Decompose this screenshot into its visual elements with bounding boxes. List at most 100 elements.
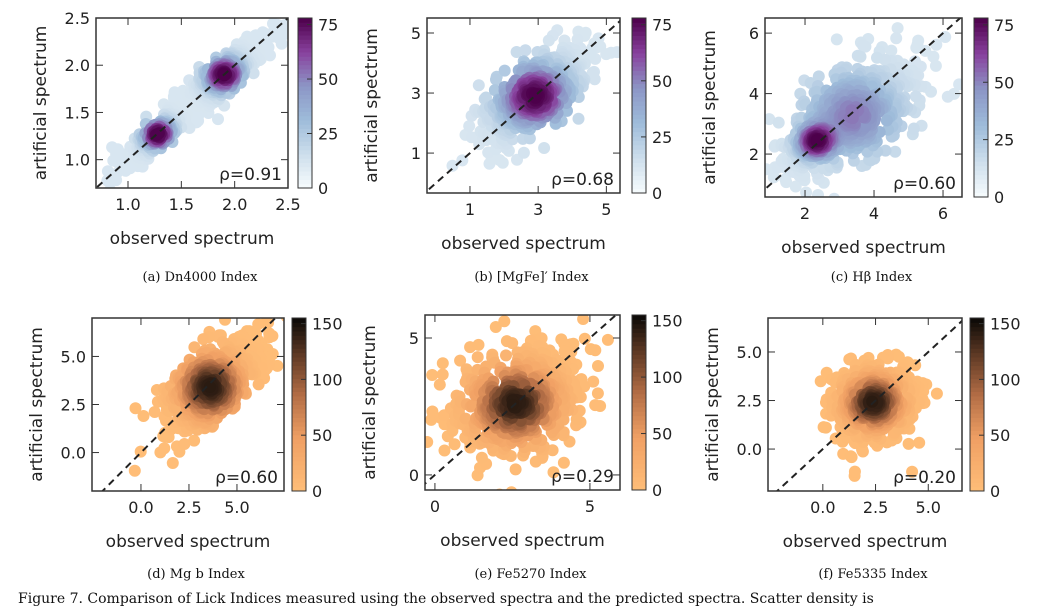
data-point xyxy=(287,18,288,23)
colorbar-segment xyxy=(632,450,646,456)
colorbar-segment xyxy=(632,363,646,368)
colorbar-segment xyxy=(292,421,306,427)
data-point xyxy=(866,395,879,408)
colorbar-segment xyxy=(292,339,306,345)
colorbar-segment xyxy=(632,158,646,163)
colorbar-segment xyxy=(298,18,312,23)
colorbar-frame xyxy=(631,314,647,491)
y-axis-label: artificial spectrum xyxy=(31,26,51,181)
colorbar: 0 50 100 150 xyxy=(631,312,683,500)
y-tick-label: 4 xyxy=(749,85,759,104)
colorbar-segment xyxy=(292,361,306,367)
colorbar-segment xyxy=(632,341,646,347)
colorbar-segment xyxy=(292,486,306,492)
data-point xyxy=(930,38,943,51)
identity-line xyxy=(425,315,618,486)
colorbar-segment xyxy=(298,81,312,87)
colorbar-segment xyxy=(632,424,646,430)
colorbar-segment xyxy=(292,426,306,431)
colorbar-segment xyxy=(292,482,306,488)
colorbar-segment xyxy=(970,404,984,410)
colorbar: 0 50 100 150 xyxy=(969,315,1021,501)
colorbar-tick-label: 75 xyxy=(318,16,338,35)
subcaption: (d) Mg b Index xyxy=(147,567,245,582)
colorbar-segment xyxy=(970,465,984,470)
colorbar-segment xyxy=(974,107,988,113)
colorbar-segment xyxy=(632,319,646,325)
colorbar-tick-label: 100 xyxy=(312,370,343,389)
data-point xyxy=(263,331,276,344)
colorbar-segment xyxy=(632,149,646,155)
colorbar-segment xyxy=(632,179,646,185)
y-tick-label: 2.5 xyxy=(65,9,90,28)
identity-line xyxy=(96,18,288,188)
y-tick-label: 1.5 xyxy=(65,103,90,122)
correlation-label: ρ=0.60 xyxy=(215,468,278,488)
data-point xyxy=(584,343,597,356)
colorbar-segment xyxy=(974,80,988,86)
data-point xyxy=(433,378,446,391)
colorbar-segment xyxy=(632,140,646,146)
colorbar-segment xyxy=(292,352,306,358)
colorbar-segment xyxy=(298,175,312,180)
scatter-points xyxy=(765,22,962,197)
x-axis-label: observed spectrum xyxy=(783,532,948,552)
data-point xyxy=(819,421,832,434)
x-tick-label: 1.5 xyxy=(169,195,194,214)
data-point xyxy=(812,70,825,83)
colorbar-segment xyxy=(632,428,646,434)
colorbar-segment xyxy=(974,62,988,68)
colorbar-segment xyxy=(970,369,984,375)
colorbar-segment xyxy=(632,358,646,364)
colorbar-segment xyxy=(292,400,306,405)
colorbar-segment xyxy=(298,166,312,172)
data-point xyxy=(425,436,434,448)
data-point xyxy=(490,73,502,86)
y-tick-label: 6 xyxy=(749,24,759,43)
y-tick-label: 1.0 xyxy=(65,151,90,170)
colorbar-segment xyxy=(632,336,646,342)
colorbar-segment xyxy=(632,44,646,50)
colorbar-segment xyxy=(970,400,984,405)
panel-b: 1 3 5 1 3 5 observed spectrum artificial spectr… xyxy=(362,16,672,285)
data-point xyxy=(892,350,905,363)
colorbar-segment xyxy=(974,165,988,171)
colorbar-tick-label: 0 xyxy=(652,481,662,500)
data-point xyxy=(953,78,962,91)
colorbar-segment xyxy=(298,77,312,83)
identity-line xyxy=(775,319,962,491)
y-tick-label: 5 xyxy=(411,24,421,43)
colorbar-segment xyxy=(298,43,312,49)
correlation-label: ρ=0.91 xyxy=(219,165,282,185)
colorbar-segment xyxy=(292,478,306,483)
colorbar-segment xyxy=(970,456,984,462)
data-point xyxy=(591,387,604,400)
colorbar-segment xyxy=(292,391,306,397)
colorbar-segment xyxy=(974,44,988,50)
colorbar-segment xyxy=(970,473,984,479)
colorbar-segment xyxy=(292,456,306,462)
colorbar-segment xyxy=(632,131,646,137)
colorbar-segment xyxy=(974,85,988,91)
colorbar-segment xyxy=(298,52,312,57)
colorbar-segment xyxy=(970,447,984,453)
data-point xyxy=(577,315,590,325)
colorbar: 0 25 50 75 xyxy=(973,16,1014,207)
data-point xyxy=(830,33,843,46)
colorbar-segment xyxy=(292,452,306,457)
colorbar-segment xyxy=(632,415,646,421)
x-tick-label: 0.0 xyxy=(810,498,835,517)
data-point xyxy=(772,116,785,129)
colorbar-segment xyxy=(632,406,646,412)
panel-c: 2 4 6 2 4 6 observed spectrum artificial spectr… xyxy=(700,16,1014,285)
colorbar-segment xyxy=(974,26,988,32)
colorbar-segment xyxy=(632,114,646,120)
colorbar-segment xyxy=(292,430,306,436)
data-point xyxy=(907,122,920,135)
data-point xyxy=(523,132,536,145)
colorbar-segment xyxy=(632,57,646,63)
colorbar-frame xyxy=(291,317,307,492)
colorbar-tick-label: 100 xyxy=(990,370,1021,389)
